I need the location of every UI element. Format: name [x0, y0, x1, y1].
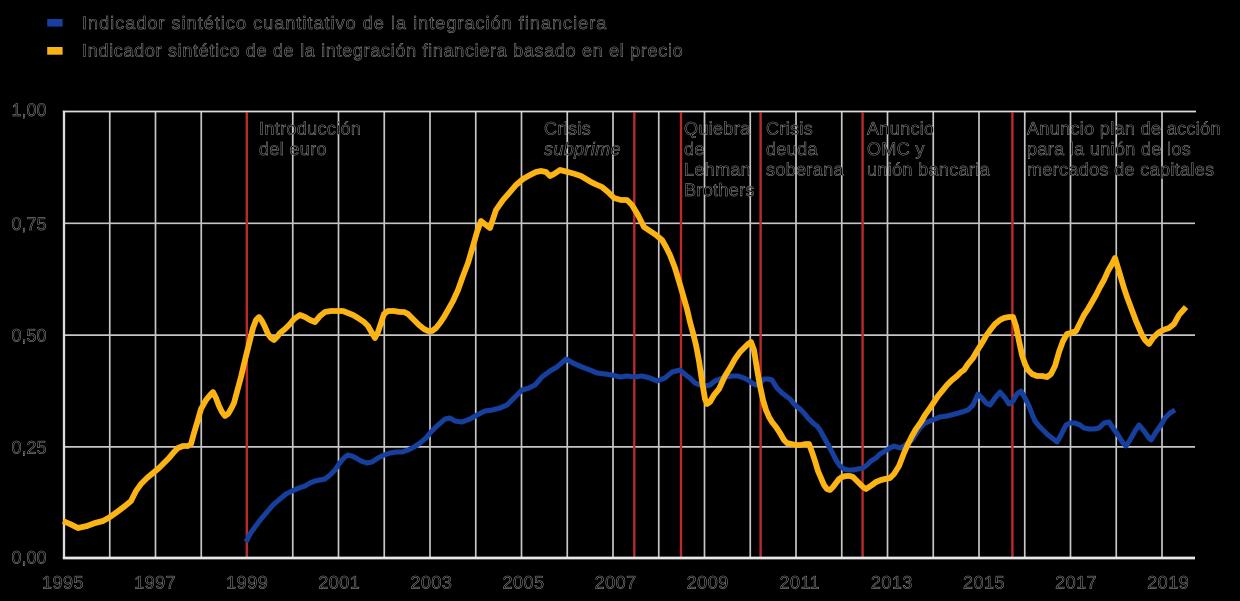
svg-text:2019: 2019: [1147, 573, 1189, 593]
svg-text:2005: 2005: [502, 573, 544, 593]
svg-text:1999: 1999: [226, 573, 268, 593]
svg-text:0,25: 0,25: [11, 437, 46, 457]
svg-text:2007: 2007: [595, 573, 637, 593]
svg-text:deuda: deuda: [766, 139, 818, 159]
svg-text:2017: 2017: [1055, 573, 1097, 593]
svg-text:2015: 2015: [963, 573, 1005, 593]
svg-text:de: de: [684, 139, 705, 159]
svg-text:Crisis: Crisis: [544, 119, 591, 139]
svg-text:2013: 2013: [871, 573, 913, 593]
svg-text:1,00: 1,00: [11, 100, 46, 120]
svg-text:soberana: soberana: [766, 160, 844, 180]
svg-text:Anuncio: Anuncio: [867, 119, 935, 139]
svg-text:2011: 2011: [779, 573, 820, 593]
svg-text:1997: 1997: [134, 573, 176, 593]
svg-text:2003: 2003: [410, 573, 452, 593]
svg-text:Crisis: Crisis: [766, 119, 813, 139]
svg-text:Brothers: Brothers: [684, 180, 755, 200]
svg-text:Indicador sintético cuantitati: Indicador sintético cuantitativo de la i…: [82, 13, 607, 33]
svg-text:Quiebra: Quiebra: [684, 119, 751, 139]
svg-text:1995: 1995: [42, 573, 84, 593]
svg-text:unión bancaria: unión bancaria: [867, 160, 991, 180]
svg-text:OMC y: OMC y: [867, 139, 925, 159]
svg-text:2009: 2009: [687, 573, 729, 593]
svg-text:Introducción: Introducción: [259, 119, 361, 139]
svg-text:del euro: del euro: [259, 139, 327, 159]
svg-text:2001: 2001: [318, 573, 360, 593]
svg-text:Anuncio plan de acción: Anuncio plan de acción: [1027, 119, 1221, 139]
svg-text:Lehman: Lehman: [684, 160, 751, 180]
svg-text:0,75: 0,75: [11, 214, 46, 234]
svg-text:0,50: 0,50: [11, 326, 46, 346]
svg-text:subprime: subprime: [544, 139, 621, 159]
svg-text:mercados de capitales: mercados de capitales: [1027, 160, 1214, 180]
svg-text:Indicador sintético de de la i: Indicador sintético de de la integración…: [82, 40, 683, 60]
svg-text:para la unión de los: para la unión de los: [1027, 139, 1191, 159]
svg-text:0,00: 0,00: [11, 548, 46, 568]
